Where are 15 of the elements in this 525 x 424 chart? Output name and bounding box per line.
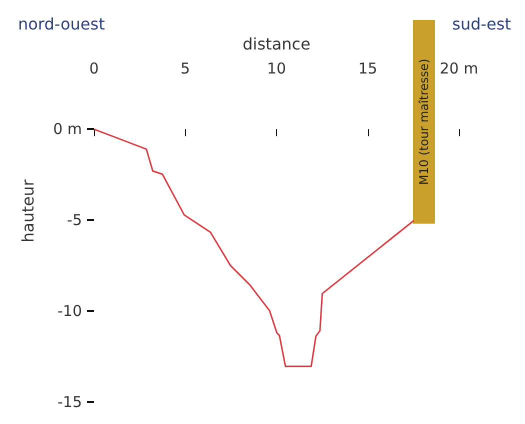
x-tick-label: 10 (266, 60, 286, 78)
x-axis-title: distance (242, 34, 310, 54)
y-axis-title: hauteur (18, 179, 38, 242)
series-label: M10 (tour maîtresse) (416, 58, 431, 185)
x-tick-label: 5 (180, 60, 190, 78)
y-tick-label: -5 (67, 211, 82, 230)
y-tick-label: -10 (58, 302, 82, 320)
line-series (93, 128, 414, 368)
annotation: nord-ouest (18, 14, 105, 34)
y-tick-label: -15 (58, 393, 82, 411)
annotation: sud-est (452, 14, 511, 34)
x-tick-label: 15 (358, 60, 378, 78)
y-tick-label: 0 m (53, 120, 82, 138)
x-tick-label: 20 m (440, 60, 478, 78)
x-tick-label: 0 (89, 60, 99, 78)
